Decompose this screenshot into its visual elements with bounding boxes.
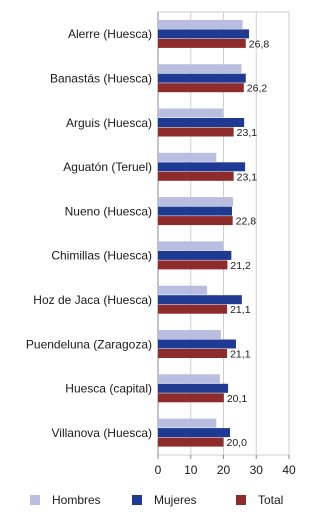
bar-mujeres — [158, 428, 231, 438]
legend-label-hombres: Hombres — [52, 493, 101, 507]
legend-label-total: Total — [258, 493, 283, 507]
bar-hombres — [158, 64, 242, 74]
bar-mujeres — [158, 29, 250, 39]
category-label: Chimillas (Huesca) — [51, 249, 152, 263]
bar-hombres — [158, 108, 223, 118]
bar-hombres — [158, 285, 208, 295]
x-tick-label: 40 — [282, 463, 296, 477]
data-label: 23,1 — [237, 171, 258, 183]
x-tick-label: 30 — [250, 463, 264, 477]
legend-swatch-total — [236, 495, 246, 505]
bar-mujeres — [158, 250, 232, 260]
bar-total — [158, 216, 233, 226]
bar-total — [158, 304, 228, 314]
bar-hombres — [158, 152, 217, 162]
bar-mujeres — [158, 73, 246, 83]
category-label: Aguatón (Teruel) — [63, 160, 152, 174]
category-label: Arguis (Huesca) — [66, 116, 152, 130]
bar-total — [158, 171, 234, 181]
data-label: 21,1 — [230, 304, 251, 316]
bar-total — [158, 83, 244, 93]
data-label: 21,2 — [230, 260, 251, 272]
bar-hombres — [158, 330, 221, 339]
category-label: Nueno (Huesca) — [65, 204, 152, 218]
category-label: Huesca (capital) — [65, 382, 152, 396]
bar-total — [158, 437, 224, 447]
bar-mujeres — [158, 206, 233, 216]
data-label: 20,1 — [227, 393, 248, 405]
category-label: Banastás (Huesca) — [50, 71, 152, 85]
legend-swatch-mujeres — [132, 495, 142, 505]
data-label: 26,2 — [247, 83, 268, 95]
bar-mujeres — [158, 339, 236, 349]
bar-total — [158, 349, 228, 358]
bar-hombres — [158, 418, 217, 428]
bar-total — [158, 127, 234, 137]
bar-hombres — [158, 197, 233, 207]
bar-hombres — [158, 241, 224, 251]
data-label: 21,1 — [230, 349, 251, 361]
bar-total — [158, 260, 228, 270]
bar-mujeres — [158, 162, 246, 172]
legend-label-mujeres: Mujeres — [154, 493, 197, 507]
x-tick-label: 20 — [217, 463, 231, 477]
bar-mujeres — [158, 383, 229, 393]
bar-hombres — [158, 374, 220, 384]
legend-swatch-hombres — [30, 495, 40, 505]
category-label: Alerre (Huesca) — [68, 27, 152, 41]
category-label: Hoz de Jaca (Huesca) — [33, 293, 152, 307]
bar-hombres — [158, 19, 243, 29]
bar-total — [158, 38, 246, 48]
category-label: Puendeluna (Zaragoza) — [26, 337, 152, 351]
bar-mujeres — [158, 118, 245, 127]
data-label: 22,8 — [236, 216, 257, 228]
x-tick-label: 0 — [155, 463, 162, 477]
data-label: 20,0 — [227, 437, 248, 449]
data-label: 26,8 — [249, 38, 270, 50]
bar-total — [158, 393, 224, 403]
x-tick-label: 10 — [184, 463, 198, 477]
bar-mujeres — [158, 295, 242, 305]
data-label: 23,1 — [237, 127, 258, 139]
category-label: Villanova (Huesca) — [52, 426, 153, 440]
